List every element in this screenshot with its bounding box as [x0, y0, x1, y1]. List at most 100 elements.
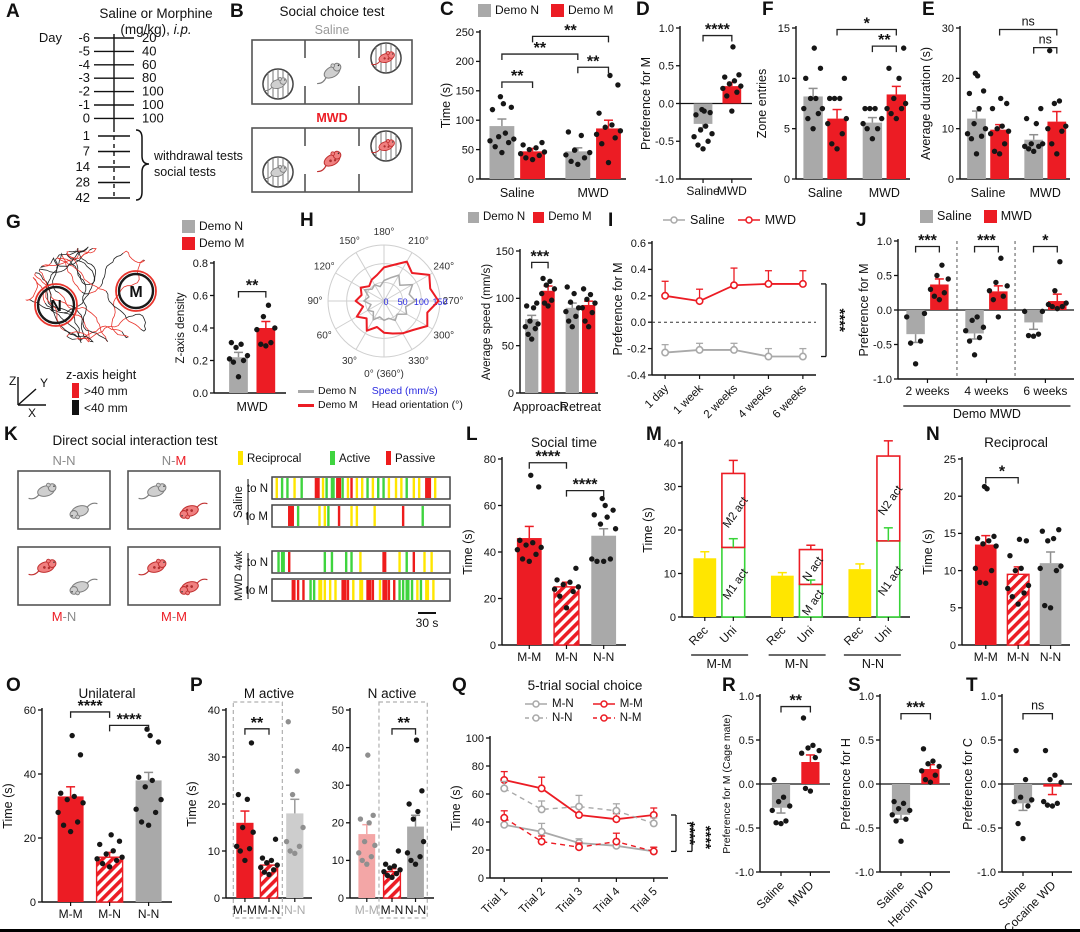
svg-text:to N: to N	[247, 557, 268, 569]
svg-text:30: 30	[332, 780, 344, 792]
svg-text:MWD: MWD	[869, 186, 900, 200]
svg-text:10: 10	[332, 855, 344, 867]
panel-Q-legend: M-N M-M N-N N-M	[524, 698, 643, 724]
3d-trajectory-plot: NM	[25, 246, 157, 344]
demo-n-swatch-icon	[468, 211, 479, 223]
svg-text:Preference for M (Cage mate): Preference for M (Cage mate)	[721, 714, 733, 853]
svg-text:M-M: M-M	[355, 903, 379, 917]
svg-text:1 day: 1 day	[643, 382, 672, 411]
svg-text:100: 100	[414, 297, 429, 307]
svg-text:100: 100	[496, 293, 514, 305]
legend-item-mwd: MWD	[737, 213, 796, 227]
svg-text:Time (s): Time (s)	[449, 785, 463, 830]
svg-text:to N: to N	[247, 483, 268, 495]
svg-text:Zone entries: Zone entries	[755, 69, 769, 138]
svg-text:0.0: 0.0	[659, 98, 674, 110]
svg-text:-0.5: -0.5	[655, 136, 674, 148]
svg-text:****: ****	[535, 449, 561, 466]
svg-text:120°: 120°	[314, 262, 335, 273]
svg-text:**: **	[511, 68, 524, 85]
svg-text:1.0: 1.0	[859, 691, 874, 703]
svg-text:0: 0	[490, 640, 496, 652]
demo-m-line-icon	[298, 403, 314, 407]
legend-n-m-label: N-M	[619, 712, 642, 724]
svg-text:100: 100	[142, 97, 164, 112]
svg-text:40: 40	[332, 742, 344, 754]
svg-text:Y: Y	[40, 376, 48, 390]
svg-text:MWD: MWD	[316, 111, 347, 125]
svg-text:20: 20	[208, 799, 220, 811]
svg-text:***: ***	[918, 233, 937, 250]
svg-text:**: **	[251, 715, 264, 732]
legend-item-demo-n: Demo N	[182, 219, 243, 233]
svg-text:10: 10	[208, 846, 220, 858]
svg-text:0.6: 0.6	[631, 238, 646, 250]
svg-text:M: M	[129, 284, 142, 301]
svg-text:Rec: Rec	[841, 623, 866, 648]
svg-text:Time (s): Time (s)	[439, 83, 453, 128]
panel-C-label: C	[440, 0, 454, 20]
svg-text:N-M: N-M	[162, 453, 187, 468]
svg-text:****: ****	[831, 309, 848, 333]
svg-text:80: 80	[472, 761, 484, 773]
svg-text:0.0: 0.0	[981, 779, 996, 791]
svg-text:Unilateral: Unilateral	[78, 686, 135, 701]
panel-I-label: I	[608, 210, 614, 231]
svg-text:withdrawal tests: withdrawal tests	[153, 149, 243, 163]
svg-text:0: 0	[784, 174, 790, 186]
panel-L: L 0 20 40 60 80 Time (s) Social time **** **** M-…	[460, 423, 638, 674]
svg-text:0.0: 0.0	[859, 779, 874, 791]
head-orientation-polar-plot: 0° (360°) 30° 60° 90° 120° 150° 180° 210° 240° 27…	[307, 227, 463, 380]
demo-n-swatch-icon	[182, 219, 195, 233]
svg-text:6 weeks: 6 weeks	[771, 382, 809, 420]
svg-text:Trial 1: Trial 1	[480, 886, 511, 917]
svg-text:20: 20	[142, 30, 156, 45]
svg-text:***: ***	[531, 248, 550, 265]
social-choice-arena-diagram: Social choice test Saline MWD	[251, 4, 413, 193]
svg-text:****: ****	[705, 22, 731, 39]
panel-I: I Saline MWD -0.4 -0.2 0.0 0.2 0.4 0.6 Prefere…	[606, 209, 852, 421]
svg-text:Time (s): Time (s)	[1, 783, 15, 828]
svg-text:15: 15	[944, 528, 956, 540]
svg-text:****: ****	[117, 711, 143, 728]
legend-item-demo-n: Demo N	[298, 385, 358, 397]
panel-S-label: S	[848, 675, 861, 696]
saline-line-marker-icon	[662, 215, 686, 225]
svg-text:0.4: 0.4	[631, 264, 646, 276]
svg-text:to M: to M	[246, 585, 268, 597]
polar-speed-label: Speed (mm/s)	[371, 385, 438, 397]
svg-text:0.4: 0.4	[193, 323, 208, 335]
svg-text:Preference for M: Preference for M	[639, 57, 653, 150]
panel-G-legend: Demo N Demo M	[182, 219, 244, 250]
svg-text:1: 1	[83, 128, 90, 143]
svg-text:20: 20	[24, 833, 36, 845]
svg-text:Time (s): Time (s)	[641, 507, 655, 552]
svg-text:0: 0	[338, 893, 344, 905]
svg-text:0: 0	[383, 297, 388, 307]
svg-text:-6: -6	[78, 30, 90, 45]
svg-text:5: 5	[784, 123, 790, 135]
panel-K-title: Direct social interaction test	[52, 433, 218, 448]
svg-text:**: **	[789, 693, 802, 710]
svg-text:40: 40	[664, 438, 676, 450]
svg-text:Trial 5: Trial 5	[629, 886, 660, 917]
panel-B: B Social choice test Saline MWD	[226, 0, 438, 207]
panel-P: P 0 10 20 30 40 Time (s) M active ** M-M M-N N-N 0…	[185, 676, 446, 930]
preference-cagemate-chart: -1.0 -0.5 0.0 0.5 1.0 Preference for M (Cage …	[721, 691, 830, 912]
panel-H: H 0° (360°) 30° 60° 90° 120° 150° 180° 210° 240°…	[292, 209, 606, 421]
mwd-swatch-icon	[983, 209, 997, 223]
polar-demo-n-label: Demo N	[318, 385, 357, 397]
svg-text:Uni: Uni	[872, 623, 895, 646]
svg-text:Approach: Approach	[513, 400, 567, 414]
panel-N-label: N	[926, 424, 940, 445]
panel-Q-title: 5-trial social choice	[527, 678, 643, 693]
svg-text:14: 14	[76, 159, 90, 174]
svg-text:**: **	[246, 278, 259, 295]
svg-text:M-N: M-N	[785, 657, 809, 671]
